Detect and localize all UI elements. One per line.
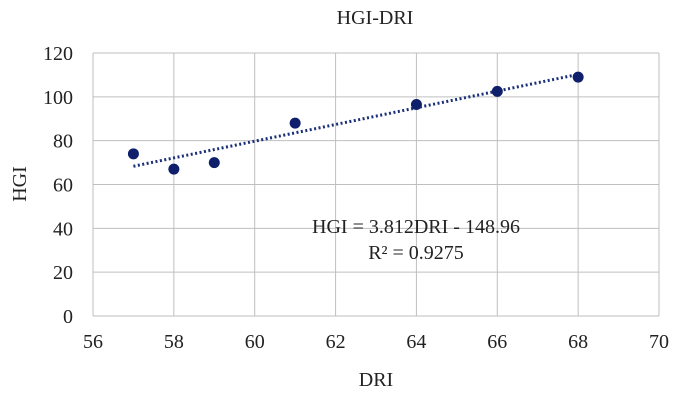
y-tick-label: 0 (63, 306, 73, 328)
x-tick-label: 58 (164, 331, 184, 353)
r-squared-annotation: R² = 0.9275 (368, 242, 464, 264)
x-axis-label: DRI (359, 369, 393, 391)
data-point (491, 85, 503, 97)
data-point (572, 71, 584, 83)
x-tick-label: 66 (487, 331, 507, 353)
x-tick-label: 70 (649, 331, 669, 353)
data-point (410, 99, 422, 111)
grid (92, 52, 660, 317)
x-tick-label: 60 (245, 331, 265, 353)
equation-annotation: HGI = 3.812DRI - 148.96 (312, 216, 520, 238)
chart-title: HGI-DRI (337, 7, 414, 29)
points-layer (127, 71, 584, 175)
y-tick-label: 100 (43, 87, 73, 109)
x-tick-label: 68 (568, 331, 588, 353)
x-tick-labels: 56 58 60 62 64 66 68 70 (83, 331, 669, 353)
data-point (127, 148, 139, 160)
data-point (208, 157, 220, 169)
y-tick-labels: 0 20 40 60 80 100 120 (43, 43, 73, 328)
y-tick-label: 120 (43, 43, 73, 65)
trendline-layer (133, 72, 579, 168)
trendline (133, 72, 579, 168)
data-point (289, 117, 301, 129)
y-axis-label: HGI (9, 166, 31, 202)
x-tick-label: 64 (406, 331, 426, 353)
y-tick-label: 80 (53, 131, 73, 153)
y-tick-label: 40 (53, 218, 73, 240)
x-tick-label: 62 (326, 331, 346, 353)
x-tick-label: 56 (83, 331, 103, 353)
y-tick-label: 20 (53, 262, 73, 284)
y-tick-label: 60 (53, 175, 73, 197)
data-point (168, 163, 180, 175)
